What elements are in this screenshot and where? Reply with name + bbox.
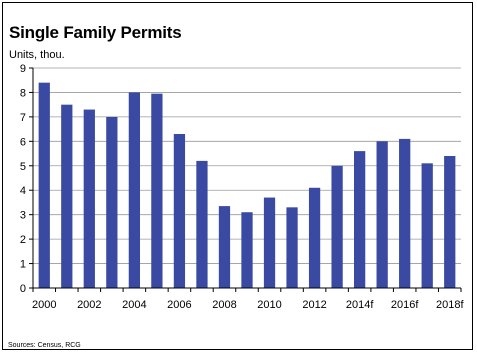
bar-2018f (444, 156, 456, 288)
bar-2010 (263, 197, 276, 288)
bar-2000 (38, 82, 50, 288)
y-tick-label-9: 9 (20, 63, 26, 75)
bar-2008 (218, 206, 231, 288)
x-tick-label-2008: 2008 (212, 299, 236, 311)
y-tick-label-3: 3 (20, 210, 26, 222)
bar-2009 (241, 212, 253, 288)
y-tick-label-7: 7 (20, 112, 26, 124)
bar-2016f (399, 138, 411, 288)
x-tick-label-2002: 2002 (77, 299, 101, 311)
y-tick-label-1: 1 (20, 259, 26, 271)
bar-2012 (308, 187, 321, 288)
y-tick-label-6: 6 (20, 136, 26, 148)
bar-2001 (61, 104, 73, 288)
x-tick-label-2016f: 2016f (391, 299, 419, 311)
bar-2002 (83, 109, 95, 288)
x-tick-label-2014f: 2014f (346, 299, 374, 311)
x-tick-label-2004: 2004 (122, 299, 146, 311)
y-axis-unit-label: Units, thou. (9, 49, 65, 61)
chart-frame: Single Family Permits Units, thou. Sourc… (2, 2, 473, 350)
y-tick-label-2: 2 (20, 234, 26, 246)
bar-2011 (286, 207, 298, 288)
y-tick-label-0: 0 (20, 283, 26, 295)
x-tick-label-2006: 2006 (167, 299, 191, 311)
bar-2004 (128, 92, 140, 288)
x-tick-label-2000: 2000 (32, 299, 56, 311)
axes (29, 67, 462, 292)
x-tick-label-2012: 2012 (302, 299, 326, 311)
bar-2003 (106, 116, 118, 288)
x-tick-label-2010: 2010 (257, 299, 281, 311)
bar-2013 (331, 165, 343, 288)
bar-2017f (421, 163, 433, 288)
chart-title: Single Family Permits (9, 23, 182, 42)
x-tick-label-2018f: 2018f (436, 299, 464, 311)
bar-2015f (376, 141, 388, 288)
bar-2006 (173, 134, 186, 288)
y-tick-label-5: 5 (20, 161, 26, 173)
bars (38, 82, 456, 288)
bar-2007 (196, 160, 208, 288)
y-tick-label-8: 8 (20, 87, 26, 99)
y-tick-label-4: 4 (20, 185, 26, 197)
bar-2014f (354, 151, 366, 288)
y-tick-labels: 0 1 2 3 4 5 6 7 8 9 (20, 63, 26, 295)
x-tick-labels: 2000 2002 2004 2006 2008 2010 2012 2014f 2016f 20… (32, 299, 464, 311)
gridlines (33, 67, 461, 264)
source-note: Sources: Census, RCG (8, 342, 81, 349)
bar-2005 (151, 93, 163, 288)
